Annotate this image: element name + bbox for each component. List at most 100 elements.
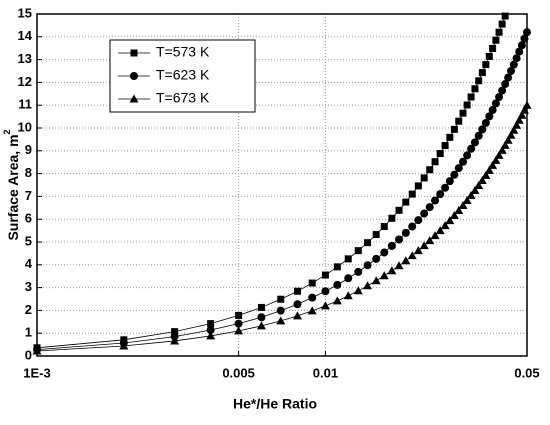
y-tick-label: 10 — [18, 119, 32, 134]
marker — [333, 280, 342, 289]
marker — [474, 180, 484, 189]
marker — [419, 241, 429, 250]
marker — [458, 201, 468, 210]
marker — [467, 93, 475, 101]
marker — [431, 158, 439, 166]
y-tick-label: 9 — [25, 142, 32, 157]
marker — [445, 177, 454, 186]
marker — [257, 313, 266, 322]
marker — [431, 196, 440, 205]
marker — [372, 254, 381, 263]
marker — [387, 241, 396, 250]
marker — [498, 86, 507, 95]
marker — [470, 138, 479, 147]
marker — [293, 300, 302, 309]
marker — [455, 117, 463, 125]
marker — [517, 110, 527, 119]
marker — [495, 92, 504, 101]
marker — [515, 47, 524, 56]
marker — [482, 61, 490, 69]
marker — [481, 170, 491, 179]
marker — [380, 248, 389, 257]
marker — [506, 130, 516, 139]
marker — [454, 206, 464, 215]
y-axis-label: Surface Area, m2 — [2, 129, 20, 240]
marker — [308, 293, 317, 302]
marker — [379, 271, 389, 280]
marker — [517, 41, 526, 50]
marker — [485, 112, 494, 121]
marker — [446, 133, 454, 141]
marker — [459, 109, 467, 117]
x-tick-label: 1E-3 — [23, 365, 50, 380]
marker — [467, 144, 476, 153]
marker — [512, 54, 521, 63]
marker — [491, 99, 500, 108]
x-tick-label: 0.05 — [514, 365, 539, 380]
marker — [441, 142, 449, 150]
marker — [481, 118, 490, 127]
marker — [450, 125, 458, 133]
marker — [474, 131, 483, 140]
marker — [440, 221, 450, 230]
marker — [387, 266, 397, 275]
marker — [501, 12, 509, 20]
marker — [344, 274, 353, 283]
marker — [445, 216, 455, 225]
series-line — [36, 15, 506, 349]
marker — [454, 164, 463, 173]
marker — [207, 320, 215, 328]
marker — [471, 85, 479, 93]
marker — [420, 174, 428, 182]
marker — [171, 328, 179, 336]
marker — [495, 28, 503, 36]
marker — [354, 267, 363, 276]
marker — [519, 105, 529, 114]
marker — [402, 198, 410, 206]
marker — [413, 246, 423, 255]
marker — [484, 165, 494, 174]
marker — [32, 346, 42, 355]
y-tick-label: 12 — [18, 74, 32, 89]
marker — [450, 170, 459, 179]
marker — [436, 150, 444, 158]
marker — [494, 150, 504, 159]
marker — [498, 20, 506, 28]
marker — [470, 185, 480, 194]
marker — [401, 228, 410, 237]
marker — [344, 255, 352, 263]
marker — [463, 151, 472, 160]
marker — [489, 44, 497, 52]
marker — [414, 182, 422, 190]
marker — [441, 183, 450, 192]
marker — [363, 261, 372, 270]
marker — [407, 251, 417, 260]
marker — [414, 216, 423, 225]
marker — [426, 166, 434, 174]
marker — [119, 341, 129, 350]
marker — [503, 135, 513, 144]
marker — [435, 226, 445, 235]
plot-frame — [36, 13, 528, 357]
marker — [514, 115, 524, 124]
marker — [321, 271, 329, 279]
marker — [257, 303, 265, 311]
y-tick-label: 7 — [25, 188, 32, 203]
marker — [497, 145, 507, 154]
y-tick-label: 1 — [25, 325, 32, 340]
marker — [354, 247, 362, 255]
marker — [234, 319, 243, 328]
marker — [475, 77, 483, 85]
legend-label: T=623 K — [156, 67, 210, 83]
y-label-sup: 2 — [2, 129, 12, 134]
marker — [353, 286, 363, 295]
marker — [463, 101, 471, 109]
marker — [308, 279, 316, 287]
marker — [478, 125, 487, 134]
marker — [293, 287, 301, 295]
y-tick-label: 8 — [25, 165, 32, 180]
marker — [509, 60, 518, 69]
marker — [307, 306, 317, 315]
marker — [343, 291, 353, 300]
marker — [520, 34, 529, 43]
